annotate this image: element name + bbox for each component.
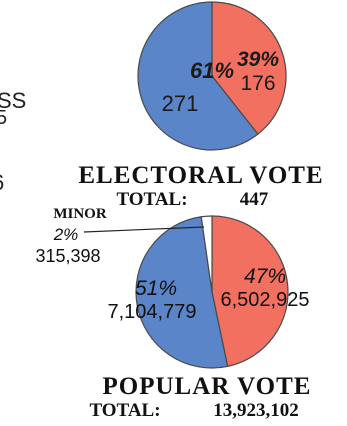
electoral-red-slice (211, 1, 287, 135)
popular-total-label: TOTAL: (89, 400, 160, 421)
popular-vote-pie (135, 215, 289, 369)
popular-red-percent-label: 47% (244, 265, 286, 288)
minor-percent-label: 2% (53, 225, 79, 244)
electoral-blue-slice (137, 1, 259, 151)
popular-blue-value-label: 7,104,779 (108, 301, 197, 323)
electoral-total-value: 447 (240, 189, 269, 210)
minor-name-label: MINOR (53, 206, 106, 222)
side-fragment-2: 5 (0, 107, 7, 129)
electoral-total-label: TOTAL: (116, 189, 187, 210)
popular-red-value-label: 6,502,925 (221, 289, 310, 311)
electoral-blue-value-label: 271 (162, 91, 199, 116)
side-fragment-3: 6 (0, 170, 4, 195)
popular-blue-slice (135, 216, 229, 369)
popular-vote-title: POPULAR VOTE (103, 373, 312, 400)
popular-total-value: 13,923,102 (213, 400, 299, 421)
electoral-red-value-label: 176 (240, 72, 275, 95)
minor-value-label: 315,398 (35, 246, 100, 266)
electoral-vote-title: ELECTORAL VOTE (78, 162, 323, 189)
electoral-red-percent-label: 39% (237, 48, 279, 71)
electoral-vote-pie (137, 1, 287, 151)
popular-red-slice (211, 215, 289, 368)
popular-blue-percent-label: 51% (135, 277, 177, 300)
minor-leader-line (83, 226, 205, 233)
popular-minor-slice (200, 215, 213, 293)
side-fragment-1: SS (0, 88, 26, 113)
electoral-blue-percent-label: 61% (190, 58, 234, 83)
